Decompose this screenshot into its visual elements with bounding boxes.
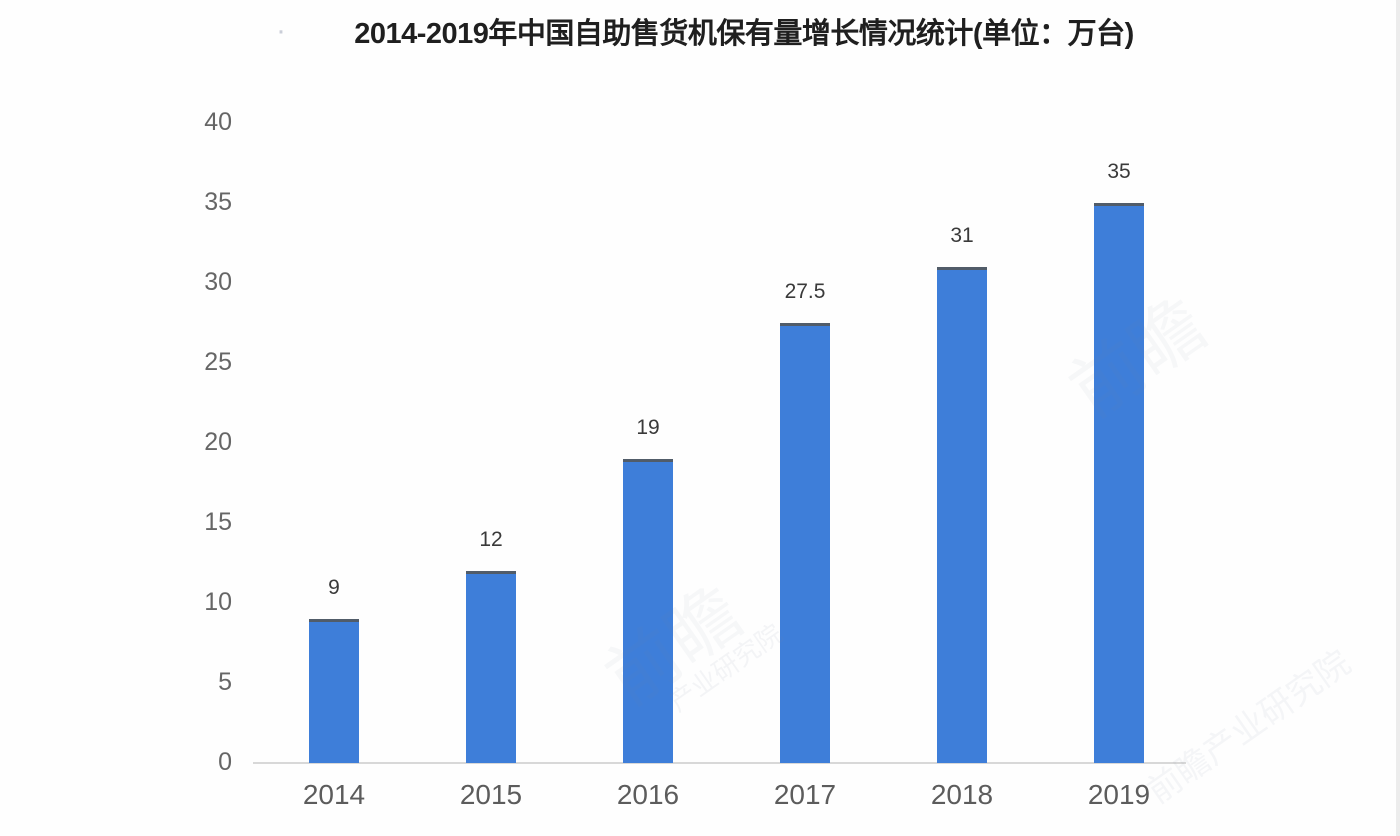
x-tick-label: 2017 (773, 779, 837, 810)
y-tick-label: 20 (204, 427, 232, 456)
y-tick-label: 30 (204, 267, 232, 296)
y-tick-label: 25 (204, 347, 232, 376)
bar (1094, 203, 1144, 763)
y-tick-label: 40 (204, 107, 232, 136)
bar-value-label: 27.5 (784, 280, 826, 303)
bar-value-label: 12 (479, 528, 503, 551)
y-tick-label: 0 (218, 747, 232, 776)
bar-value-label: 31 (950, 224, 974, 247)
bar (309, 619, 359, 763)
watermark: 产业研究院 (664, 618, 788, 718)
y-tick-label: 35 (204, 187, 232, 216)
bar (937, 267, 987, 763)
bar (623, 459, 673, 763)
bar-value-label: 19 (636, 416, 660, 439)
y-tick-label: 15 (204, 507, 232, 536)
y-tick-label: 5 (218, 667, 232, 696)
right-edge-artifact (1396, 0, 1400, 836)
bar (466, 571, 516, 763)
bar (780, 323, 830, 763)
x-tick-label: 2015 (459, 779, 523, 810)
x-tick-label: 2018 (930, 779, 994, 810)
x-tick-label: 2019 (1087, 779, 1151, 810)
x-tick-label: 2016 (616, 779, 680, 810)
y-tick-label: 10 (204, 587, 232, 616)
bar-value-label: 9 (328, 576, 340, 599)
x-axis-line (253, 762, 1186, 764)
bar-value-label: 35 (1107, 160, 1131, 183)
chart-title: 2014-2019年中国自助售货机保有量增长情况统计(单位：万台) (354, 18, 1134, 50)
x-tick-label: 2014 (302, 779, 366, 810)
